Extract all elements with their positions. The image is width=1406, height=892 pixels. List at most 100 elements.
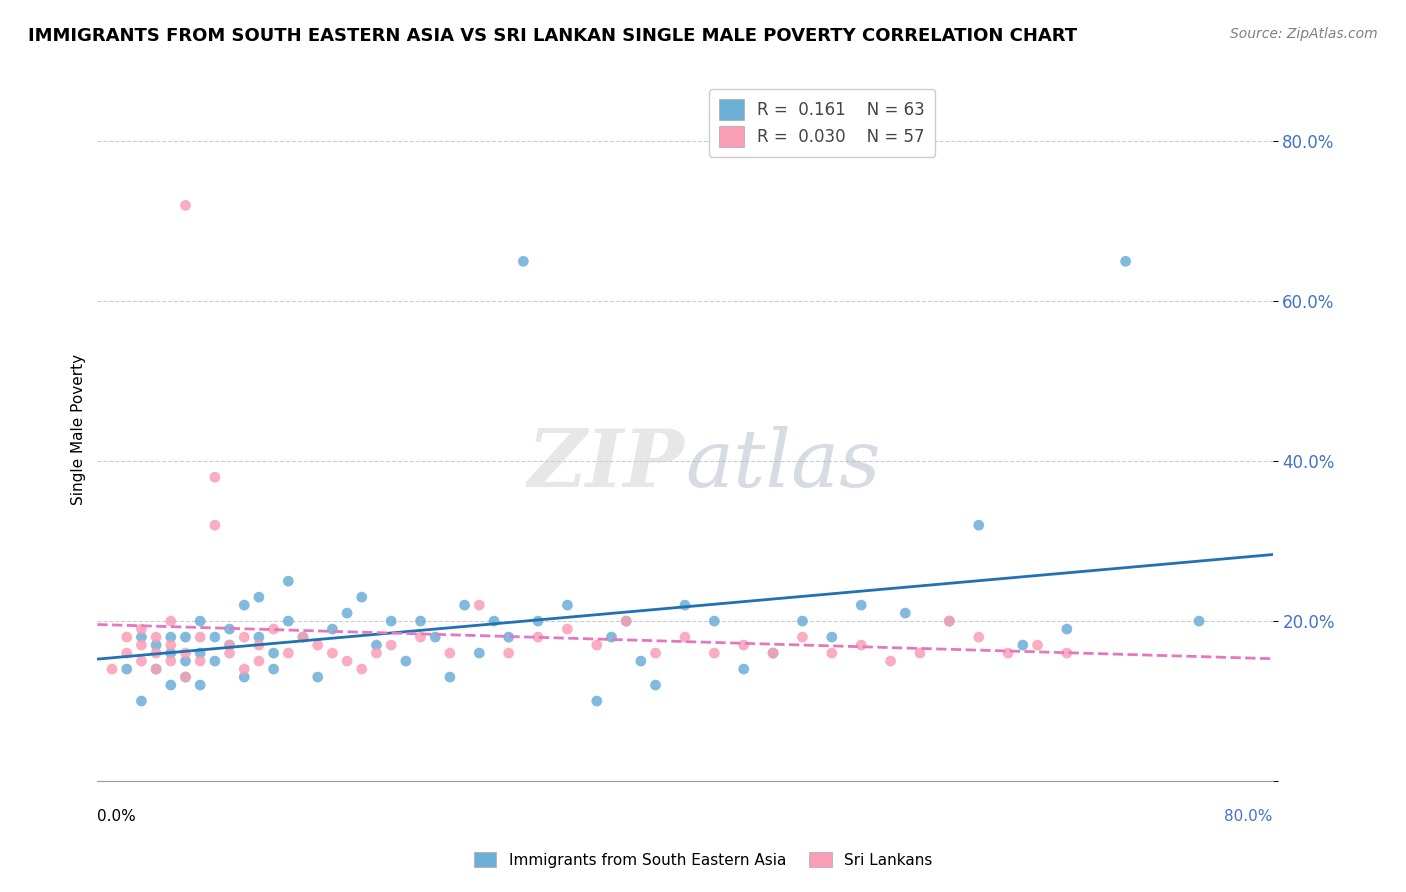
- Point: [1026, 638, 1049, 652]
- Point: [644, 678, 666, 692]
- Point: [159, 654, 181, 668]
- Point: [131, 622, 153, 636]
- Point: [174, 646, 197, 660]
- Point: [159, 678, 181, 692]
- Point: [131, 694, 153, 708]
- Point: [204, 630, 226, 644]
- Point: [292, 630, 315, 644]
- Point: [145, 662, 167, 676]
- Point: [703, 614, 725, 628]
- Point: [425, 630, 447, 644]
- Point: [703, 646, 725, 660]
- Point: [585, 638, 607, 652]
- Point: [263, 662, 285, 676]
- Point: [498, 630, 520, 644]
- Point: [380, 614, 402, 628]
- Point: [792, 630, 814, 644]
- Point: [600, 630, 623, 644]
- Point: [409, 630, 432, 644]
- Point: [131, 630, 153, 644]
- Point: [204, 470, 226, 484]
- Y-axis label: Single Male Poverty: Single Male Poverty: [72, 353, 86, 505]
- Point: [498, 646, 520, 660]
- Point: [247, 630, 270, 644]
- Point: [673, 630, 696, 644]
- Point: [336, 606, 359, 620]
- Point: [218, 638, 240, 652]
- Point: [512, 254, 534, 268]
- Point: [557, 622, 579, 636]
- Point: [409, 614, 432, 628]
- Point: [145, 646, 167, 660]
- Point: [821, 630, 844, 644]
- Point: [174, 198, 197, 212]
- Point: [630, 654, 652, 668]
- Text: 80.0%: 80.0%: [1225, 809, 1272, 824]
- Point: [762, 646, 785, 660]
- Point: [218, 638, 240, 652]
- Point: [233, 630, 256, 644]
- Point: [468, 646, 491, 660]
- Point: [821, 646, 844, 660]
- Point: [307, 638, 329, 652]
- Point: [644, 646, 666, 660]
- Point: [174, 670, 197, 684]
- Point: [380, 638, 402, 652]
- Point: [145, 638, 167, 652]
- Point: [188, 654, 211, 668]
- Point: [908, 646, 931, 660]
- Point: [1011, 638, 1033, 652]
- Point: [233, 598, 256, 612]
- Text: atlas: atlas: [685, 425, 880, 503]
- Point: [174, 630, 197, 644]
- Point: [762, 646, 785, 660]
- Point: [482, 614, 505, 628]
- Point: [277, 614, 299, 628]
- Text: IMMIGRANTS FROM SOUTH EASTERN ASIA VS SRI LANKAN SINGLE MALE POVERTY CORRELATION: IMMIGRANTS FROM SOUTH EASTERN ASIA VS SR…: [28, 27, 1077, 45]
- Point: [967, 630, 990, 644]
- Point: [115, 646, 138, 660]
- Point: [557, 598, 579, 612]
- Point: [321, 646, 343, 660]
- Point: [204, 518, 226, 533]
- Point: [614, 614, 637, 628]
- Point: [938, 614, 960, 628]
- Point: [247, 638, 270, 652]
- Point: [938, 614, 960, 628]
- Point: [277, 574, 299, 588]
- Point: [159, 614, 181, 628]
- Point: [188, 630, 211, 644]
- Point: [159, 638, 181, 652]
- Point: [967, 518, 990, 533]
- Point: [879, 654, 901, 668]
- Point: [851, 638, 873, 652]
- Point: [673, 598, 696, 612]
- Point: [366, 646, 388, 660]
- Point: [292, 630, 315, 644]
- Point: [131, 638, 153, 652]
- Point: [336, 654, 359, 668]
- Legend: Immigrants from South Eastern Asia, Sri Lankans: Immigrants from South Eastern Asia, Sri …: [465, 844, 941, 875]
- Point: [218, 622, 240, 636]
- Point: [233, 662, 256, 676]
- Point: [1115, 254, 1137, 268]
- Point: [277, 646, 299, 660]
- Point: [188, 646, 211, 660]
- Point: [174, 654, 197, 668]
- Point: [527, 614, 550, 628]
- Point: [263, 622, 285, 636]
- Point: [733, 638, 755, 652]
- Point: [468, 598, 491, 612]
- Point: [1056, 622, 1078, 636]
- Point: [233, 670, 256, 684]
- Point: [527, 630, 550, 644]
- Point: [159, 630, 181, 644]
- Point: [792, 614, 814, 628]
- Point: [350, 662, 373, 676]
- Point: [614, 614, 637, 628]
- Point: [585, 694, 607, 708]
- Text: 0.0%: 0.0%: [97, 809, 136, 824]
- Text: ZIP: ZIP: [529, 425, 685, 503]
- Point: [395, 654, 418, 668]
- Point: [321, 622, 343, 636]
